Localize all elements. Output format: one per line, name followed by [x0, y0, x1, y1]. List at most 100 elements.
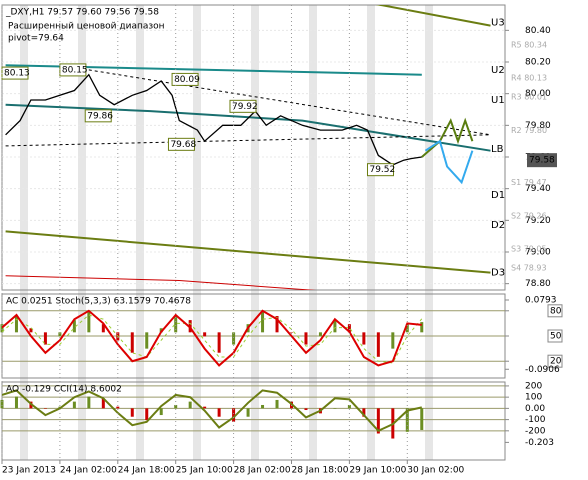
x-tick-label: 24 Jan 18:00 — [118, 466, 175, 476]
y-tick-label: -100 — [525, 415, 546, 425]
price-label-box — [366, 163, 394, 177]
pivot-label: S1 79.47 — [511, 178, 547, 187]
histogram-bar — [203, 332, 207, 337]
level-label: U3 — [491, 17, 505, 28]
y-tick-label: 80.00 — [525, 89, 551, 99]
price-label: 79.68 — [170, 140, 196, 150]
histogram-bar — [87, 311, 91, 333]
pivot-label: R3 80.01 — [511, 93, 547, 102]
series-line — [375, 5, 491, 27]
histogram-bar — [289, 332, 293, 333]
histogram-bar — [43, 408, 47, 409]
level-label: D3 — [491, 268, 505, 279]
y2-tick-label: 0.0793 — [525, 295, 557, 305]
histogram-bar — [203, 406, 207, 409]
y-tick-label: 0.00 — [525, 404, 545, 414]
y-tick-label: -200 — [525, 426, 546, 436]
histogram-bar — [174, 316, 178, 333]
histogram-bar — [420, 322, 424, 333]
histogram-bar — [347, 404, 351, 409]
price-label: 80.09 — [174, 75, 200, 85]
price-label: 80.13 — [4, 69, 30, 79]
note: Расширенный ценовой диапазон — [8, 22, 165, 32]
histogram-bar — [87, 396, 91, 409]
histogram-bar — [43, 332, 47, 345]
histogram-bar — [14, 316, 18, 333]
histogram-bar — [145, 408, 149, 421]
pivot-label: S2 79.26 — [511, 211, 547, 220]
histogram-bar — [362, 408, 366, 417]
histogram-bar — [101, 324, 105, 333]
tick-box — [547, 329, 563, 343]
pivot-label: R2 79.80 — [511, 126, 547, 135]
price-label-box — [167, 137, 195, 151]
panel-title: AC 0.0251 Stoch(5,3,3) 63.1579 70.4678 — [6, 297, 191, 307]
level-label: U2 — [491, 65, 505, 76]
histogram-bar — [0, 399, 4, 409]
histogram-bar — [420, 408, 424, 430]
histogram-bar — [174, 404, 178, 409]
level-label: D2 — [491, 220, 505, 231]
histogram-bar — [333, 320, 337, 333]
histogram-bar — [130, 408, 134, 417]
pivot-label: S4 78.93 — [511, 264, 547, 273]
histogram-bar — [275, 316, 279, 333]
y2-tick-label: -0.203 — [525, 438, 554, 448]
current-price-box — [527, 153, 557, 168]
level-label: U1 — [491, 95, 505, 106]
series-line — [2, 314, 423, 364]
y-tick-label: 80 — [550, 306, 562, 316]
x-tick-label: 29 Jan 10:00 — [349, 466, 406, 476]
pivot-label: R4 80.13 — [511, 74, 547, 83]
x-tick-label: 28 Jan 18:00 — [291, 466, 348, 476]
pivot-label: S3 79.05 — [511, 245, 547, 254]
series-line — [2, 309, 422, 367]
histogram-bar — [246, 408, 250, 417]
y-tick-label: 78.80 — [525, 279, 551, 289]
y-tick-label: 79.40 — [525, 184, 551, 194]
histogram-bar — [145, 332, 149, 349]
y-tick-label: 79.00 — [525, 248, 551, 258]
histogram-bar — [188, 320, 192, 333]
panel-frame — [1, 4, 506, 291]
series-line — [5, 103, 491, 152]
x-tick-label: 28 Jan 02:00 — [234, 466, 291, 476]
x-tick-label: 25 Jan 10:00 — [176, 466, 233, 476]
series-line — [5, 134, 491, 147]
histogram-bar — [188, 401, 192, 409]
y-tick-label: 20 — [550, 357, 562, 367]
panel-title: _DXY,H1 79.57 79.60 79.56 79.58 — [5, 8, 159, 18]
histogram-bar — [116, 406, 120, 409]
price-label: 80.15 — [62, 65, 88, 75]
histogram-bar — [232, 408, 236, 422]
price-label: 79.86 — [87, 111, 113, 121]
y-tick-label: 50 — [550, 332, 562, 342]
note: pivot=79.64 — [8, 34, 64, 44]
histogram-bar — [405, 408, 409, 432]
price-label: 79.52 — [369, 165, 395, 175]
y-tick-label: 79.20 — [525, 216, 551, 226]
histogram-bar — [362, 332, 366, 345]
histogram-bar — [333, 408, 337, 409]
y-tick-label: 200 — [525, 381, 542, 391]
histogram-bar — [159, 408, 163, 416]
histogram-bar — [261, 311, 265, 333]
current-price: 79.58 — [529, 156, 555, 166]
series-line — [424, 139, 474, 185]
histogram-bar — [304, 408, 308, 411]
histogram-bar — [130, 332, 134, 353]
price-label-box — [229, 99, 257, 113]
x-tick-label: 23 Jan 2013 — [2, 466, 56, 476]
histogram-bar — [391, 332, 395, 349]
histogram-bar — [304, 332, 308, 345]
series-line — [5, 230, 491, 274]
series-line — [2, 389, 423, 433]
tick-box — [547, 304, 563, 318]
histogram-bar — [217, 408, 221, 417]
histogram-bar — [29, 328, 33, 333]
pivot-label: R5 80.34 — [511, 40, 547, 49]
level-label: D1 — [491, 190, 505, 201]
price-label-box — [84, 109, 112, 123]
series-line — [88, 69, 491, 136]
